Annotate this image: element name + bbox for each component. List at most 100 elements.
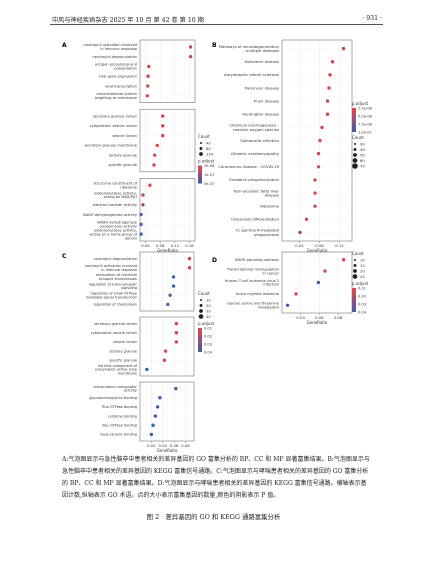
term-label: Salmonella infection	[240, 138, 279, 143]
legend-p-label: 2e-08	[204, 164, 215, 168]
data-point	[158, 396, 162, 400]
data-point	[168, 293, 172, 297]
legend-size-dot	[353, 264, 357, 267]
legend-count-label: 50	[360, 152, 365, 157]
data-point	[139, 232, 143, 236]
x-tick-label: 0.08	[334, 315, 343, 320]
legend-count-label: 20	[206, 303, 211, 308]
data-point	[166, 302, 170, 307]
term-label: cytokine binding	[108, 414, 137, 418]
data-point	[152, 163, 156, 167]
legend-count-label: 60	[360, 158, 365, 163]
term-label: Human T-cell leukemia virus 1 infection	[225, 279, 279, 287]
legend-p-label: 0.04	[204, 351, 213, 355]
legend-p-label: 1e-07	[204, 173, 214, 177]
legend-p-title: p.adjust	[198, 321, 215, 326]
x-tick-label: 0.04	[296, 315, 305, 320]
legend-size-dot	[353, 269, 357, 273]
term-label: NADH dehydrogenase (ubiquinone) activity	[97, 221, 137, 229]
term-label: neutrophil degranulation	[94, 257, 137, 261]
x-tick-label: 0.16	[185, 243, 194, 248]
legend-count-label: 20	[360, 268, 365, 273]
page-number: · 931 ·	[362, 15, 382, 22]
data-point	[162, 358, 167, 362]
term-label: vesicle lumen	[113, 340, 137, 344]
facet-frame	[139, 178, 196, 242]
data-point	[148, 183, 152, 187]
term-label: secretory granule membrane	[84, 144, 137, 148]
data-point	[316, 151, 321, 156]
x-tick-label: 0.08	[181, 443, 190, 448]
term-label: neutrophil activation involved in immune …	[83, 43, 137, 51]
legend-count-label: 40	[206, 314, 211, 319]
term-label: Rho GTPase binding	[102, 405, 137, 409]
term-label: intrinsic component of presynaptic active…	[95, 364, 137, 376]
term-label: Non-alcoholic fatty liver disease	[234, 188, 280, 197]
data-point	[313, 178, 317, 182]
data-point	[174, 321, 179, 326]
data-point	[146, 74, 150, 78]
x-tick-label: 0.06	[170, 443, 179, 448]
data-point	[187, 266, 192, 270]
data-point	[187, 256, 192, 261]
legend-p-label: 2.5e-08	[358, 107, 373, 111]
x-axis-label: GeneRatio	[157, 448, 178, 453]
panel-d: D MAPK signaling pathway Transcriptional m…	[212, 251, 369, 325]
legend-count-label: 15	[360, 263, 365, 268]
legend-p-label: 0.04	[358, 311, 367, 315]
data-point	[316, 165, 321, 169]
term-label: antigen processing and presentation	[95, 63, 137, 71]
data-point	[161, 124, 165, 128]
data-point	[151, 423, 155, 427]
term-label: Osteoclast differentiation	[231, 217, 280, 222]
x-tick-label: 0.04	[295, 243, 304, 248]
legend-count-label: 120	[206, 151, 214, 156]
legend-count-label: 40	[360, 147, 365, 152]
data-point	[161, 114, 165, 118]
data-point	[174, 331, 179, 335]
legend-p-title: p.adjust	[198, 159, 215, 164]
p-colorbar	[352, 288, 356, 312]
x-tick-label: 0.04	[159, 443, 168, 448]
term-label: Fc gamma R-mediated phagocytosis	[236, 228, 280, 237]
data-point	[155, 405, 160, 409]
term-label: cotranslational protein targeting to memb…	[95, 92, 138, 100]
data-point	[149, 432, 154, 437]
term-label: viral transcription	[105, 84, 137, 88]
data-point	[323, 269, 327, 273]
legend-count-label: 80	[206, 146, 211, 151]
data-point	[145, 94, 150, 98]
data-point	[141, 193, 145, 197]
term-label: tertiary granule	[109, 153, 138, 157]
x-axis-label: GeneRatio	[307, 248, 328, 253]
term-label: oxidoreductase activity, acting on NAD(P)…	[94, 191, 137, 199]
data-point	[318, 138, 322, 143]
x-tick-label: 0.08	[315, 243, 324, 248]
data-point	[147, 64, 151, 69]
data-point	[304, 217, 309, 221]
term-label: electron transfer activity	[93, 203, 138, 207]
x-tick-label: 0.12	[335, 243, 344, 248]
term-label: modulation of chemical synaptic transmiss…	[96, 273, 137, 281]
data-point	[139, 222, 143, 227]
panel-letter: B	[212, 42, 217, 49]
data-point	[188, 54, 193, 59]
term-label: MAPK signaling pathway	[235, 258, 280, 262]
term-label: Glycine serine and threonine metabolism	[227, 302, 280, 310]
data-point	[171, 284, 176, 288]
legend-count-title: Count	[352, 251, 364, 256]
data-point	[174, 386, 178, 391]
data-point	[171, 275, 176, 279]
term-label: Transcriptional misregulation in cancer	[226, 267, 280, 275]
legend-p-label: 5.0e-08	[358, 115, 373, 119]
term-label: cytoplasmic vesicle lumen	[91, 331, 137, 335]
data-point	[313, 191, 317, 195]
term-label: regulation of trans-synaptic signaling	[89, 282, 137, 290]
legend-size-dot	[354, 143, 356, 145]
term-label: structural constituent of ribosome	[94, 182, 138, 190]
legend-p-title: p.adjust	[352, 101, 369, 106]
data-point	[316, 280, 321, 285]
term-label: secretory granule lumen	[93, 114, 137, 118]
